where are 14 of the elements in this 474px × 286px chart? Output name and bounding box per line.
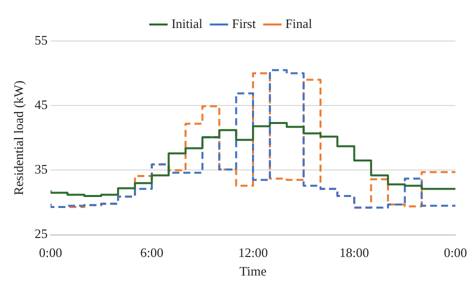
y-tick-label: 25 [34, 226, 48, 242]
y-tick-label: 55 [34, 32, 48, 48]
x-tick-label: 12:00 [238, 245, 268, 260]
x-axis-title: Time [240, 264, 267, 279]
legend-label: Initial [171, 16, 203, 31]
y-tick-label: 35 [34, 162, 48, 177]
x-tick-label: 0:00 [444, 245, 468, 260]
x-tick-label: 6:00 [140, 245, 164, 260]
x-tick-label: 18:00 [339, 245, 370, 260]
x-tick-label: 0:00 [39, 245, 62, 260]
legend-label: First [232, 16, 256, 31]
legend-label: Final [285, 16, 312, 31]
y-tick-label: 45 [34, 97, 48, 112]
y-axis-title: Residential load (kW) [11, 80, 26, 196]
